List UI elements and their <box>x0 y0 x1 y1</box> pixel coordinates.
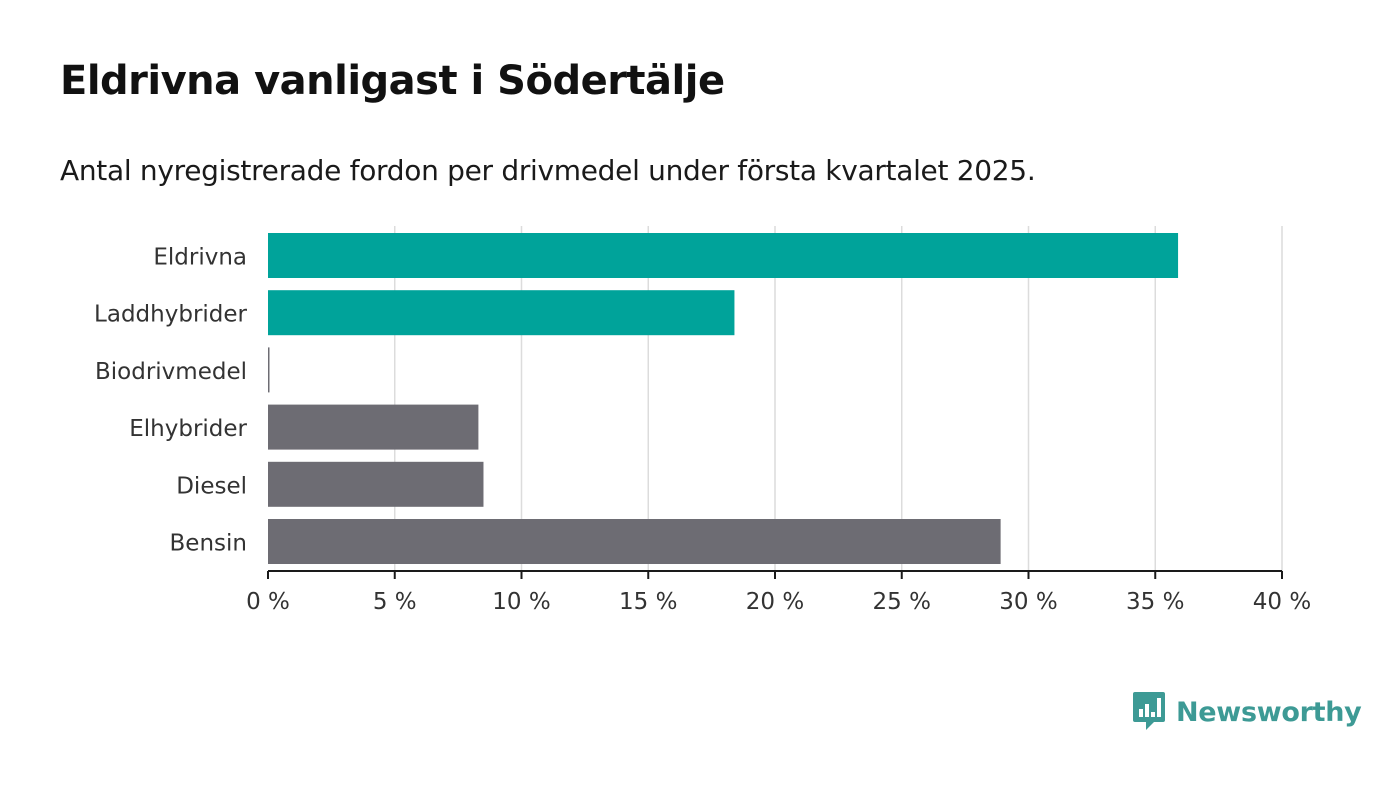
newsworthy-logo: Newsworthy <box>1132 690 1362 734</box>
newsworthy-chart-bubble-icon <box>1133 692 1165 730</box>
logo-text: Newsworthy <box>1176 696 1362 728</box>
bar-eldrivna <box>268 233 1179 278</box>
bar-biodrivmedel <box>268 347 270 393</box>
category-label: Elhybrider <box>129 416 247 442</box>
x-tick-label: 10 % <box>492 589 550 615</box>
x-tick-label: 40 % <box>1253 589 1311 615</box>
category-label: Laddhybrider <box>94 302 247 328</box>
bar-elhybrider <box>268 404 479 450</box>
gridlines <box>394 226 1283 571</box>
x-tick-label: 20 % <box>746 589 804 615</box>
bar-laddhybrider <box>268 290 735 336</box>
x-tick-label: 0 % <box>246 589 290 615</box>
x-tick-label: 35 % <box>1126 589 1184 615</box>
bar-bensin <box>268 519 1001 564</box>
bars <box>268 233 1179 564</box>
chart-title: Eldrivna vanligast i Södertälje <box>60 58 725 104</box>
x-axis: 0 % 5 % 10 % 15 % 20 % 25 % 30 % 35 % 40 % <box>246 570 1311 615</box>
chart-subtitle: Antal nyregistrerade fordon per drivmede… <box>60 154 1036 187</box>
category-labels: Eldrivna Laddhybrider Biodrivmedel Elhybrid… <box>94 245 247 557</box>
category-label: Diesel <box>176 473 247 499</box>
category-label: Bensin <box>170 531 247 557</box>
bar-diesel <box>268 461 484 507</box>
x-tick-label: 5 % <box>373 589 417 615</box>
category-label: Biodrivmedel <box>95 359 247 385</box>
x-tick-label: 25 % <box>873 589 931 615</box>
x-tick-label: 15 % <box>619 589 677 615</box>
category-label: Eldrivna <box>153 245 247 271</box>
x-tick-label: 30 % <box>999 589 1057 615</box>
